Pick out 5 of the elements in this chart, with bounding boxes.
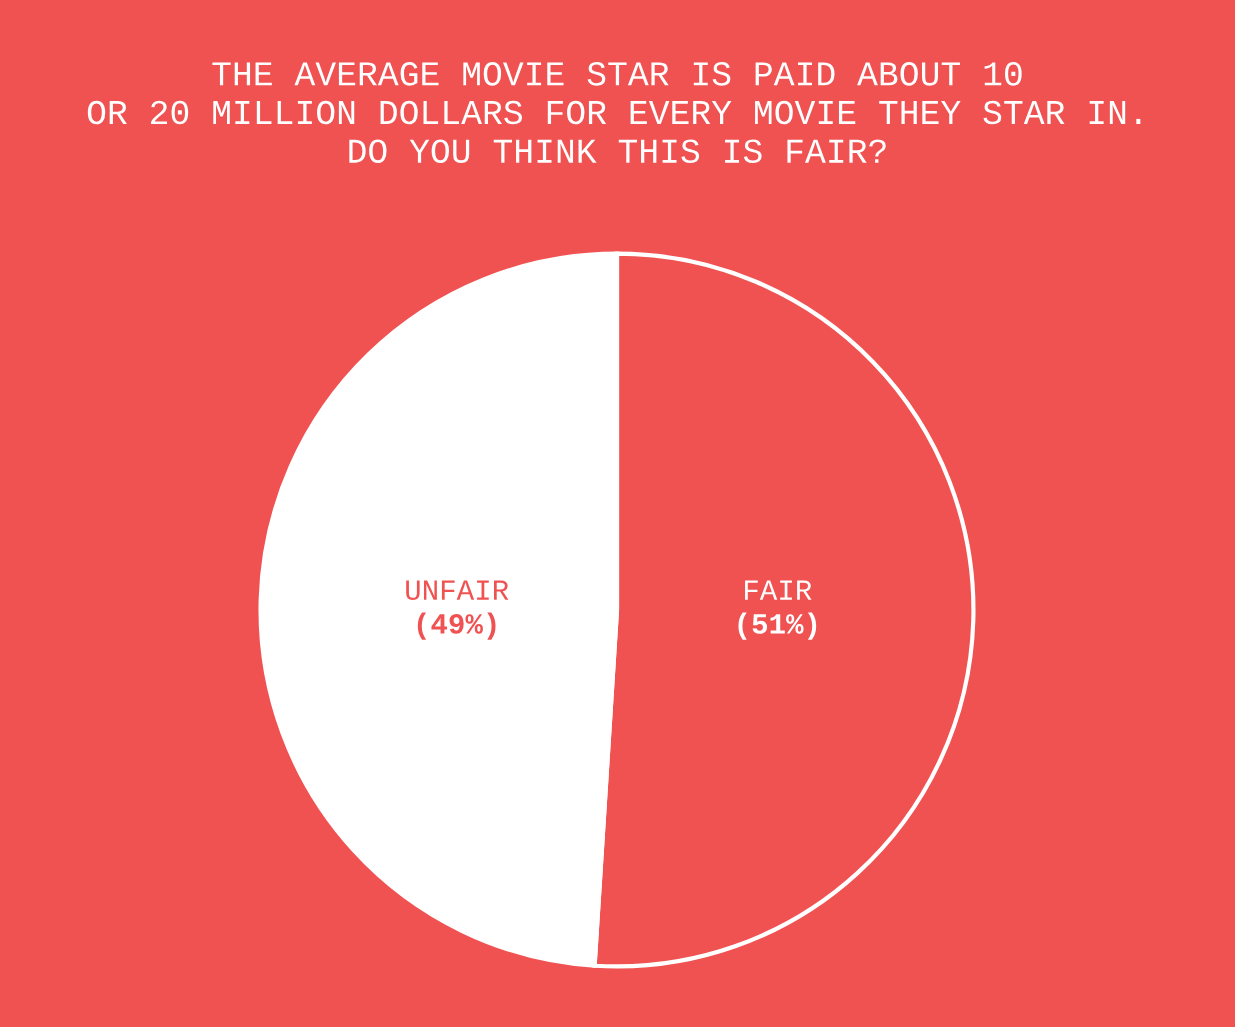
data-label: (49%) [417,612,496,640]
chart-title: THE AVERAGE MOVIE STAR IS PAID ABOUT 10 OR 20 MILLION DOLLARS FOR EVERY MOVIE THEY STAR IN. DO YOU THINK THIS IS FAIR? [87,62,1141,163]
data-label: (51%) [738,612,817,640]
slice-label: FAIR [745,580,812,600]
slice-label: UNFAIR [406,580,509,601]
